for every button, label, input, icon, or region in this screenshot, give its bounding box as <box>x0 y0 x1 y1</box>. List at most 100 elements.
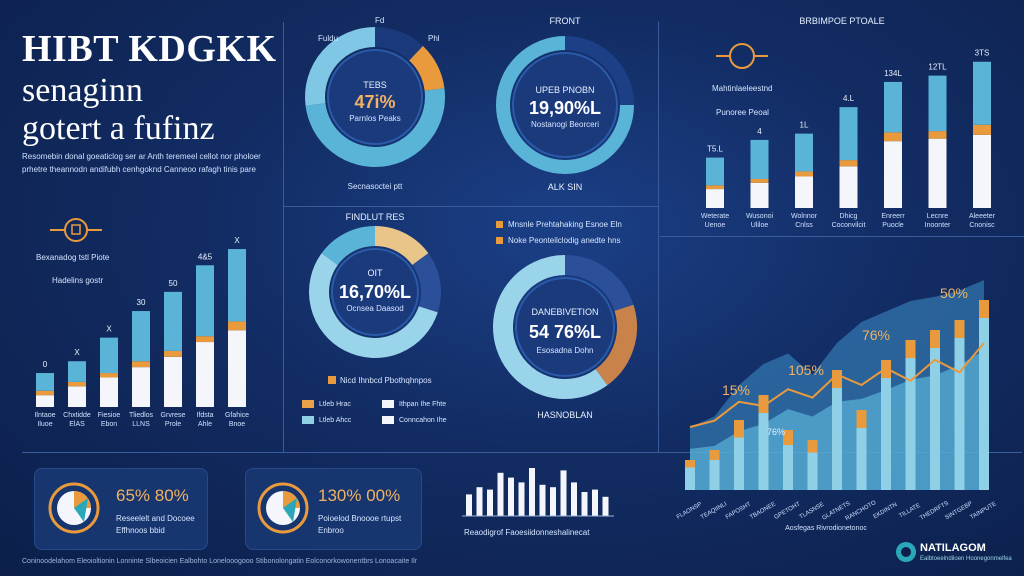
divider-horizontal-mid <box>283 206 658 207</box>
bar-category-label: Coconvilcit <box>832 222 866 229</box>
bar-category-label: Uliloe <box>751 222 769 229</box>
mini-bar <box>497 472 504 516</box>
bar-segment-orange <box>973 124 991 135</box>
divider-horizontal-bottom <box>22 452 1022 453</box>
bar-category-label: Lecnre <box>927 213 949 220</box>
donut2-footer: ALK SIN <box>547 182 583 192</box>
donut4-value: 54 76%L <box>528 322 602 342</box>
legend-swatch <box>302 416 314 424</box>
donut2-heading: FRONT <box>549 16 581 26</box>
page-title: HIBT KDGKK <box>22 28 277 70</box>
bar-segment-white <box>196 342 214 407</box>
mini-bar <box>539 484 546 516</box>
donut4-sub: Esosadna Dohn <box>536 346 594 355</box>
donut-center <box>515 277 615 377</box>
combo-bar <box>832 370 842 490</box>
bar-segment-orange <box>132 361 150 368</box>
combo-bar <box>807 440 818 490</box>
donut3-legend-item: Ltleb Hrac <box>302 400 351 408</box>
combo-bar <box>930 330 940 490</box>
mini-bar <box>487 489 493 516</box>
bar-segment-white <box>132 367 150 407</box>
donut2-label: UPEB PNOBN <box>535 85 595 95</box>
stat-card-2-value: 130% 00% <box>318 486 401 505</box>
mini-bar <box>560 470 567 516</box>
bar-top-label: 0 <box>43 360 48 369</box>
bar-category-label: Bnoe <box>229 421 245 428</box>
combo-x-label: TILLATE <box>898 503 921 520</box>
combo-bar-cap <box>832 370 842 388</box>
donut4-legend-2: Noke Peonteilclodig anedte hns <box>508 236 621 245</box>
bar-category-label: Ilntaoe <box>34 412 55 419</box>
divider-horizontal-right <box>660 236 1024 237</box>
bar-category-label: Puocle <box>882 222 904 229</box>
legend-label: Ltleb Hrac <box>319 400 351 408</box>
bar-top-label: 4 <box>757 127 762 136</box>
combo-bar-cap <box>783 430 793 445</box>
bar-segment-teal <box>884 81 902 133</box>
combo-value-label: 50% <box>940 285 968 301</box>
combo-bar-cap <box>807 440 818 453</box>
bar-category-label: Gfahice <box>225 412 249 419</box>
right-bar-chart: T5.L Weterate Uenoe 4 Wusonoi Uliloe 1L Wolnnor… <box>701 49 996 229</box>
bar-segment-teal <box>228 249 246 322</box>
footer-text: Coninoodelahom Eleoioltionin Lonninte Sl… <box>22 558 418 565</box>
donut-slice <box>374 27 423 61</box>
combo-bar-cap <box>685 460 695 468</box>
donut3-heading: FINDLUT RES <box>345 212 405 222</box>
bar-segment-white <box>706 189 724 208</box>
combo-bar-cap <box>758 395 769 413</box>
bar-segment-white <box>928 138 947 208</box>
mini-bar <box>550 487 556 516</box>
bar-segment-teal <box>973 61 991 125</box>
donut-slice <box>564 255 634 312</box>
bar-category-label: Inoonter <box>925 222 951 229</box>
left-legend-subtitle: Hadelins gostr <box>52 276 104 285</box>
bar-segment-teal <box>795 133 813 172</box>
bar-segment-orange <box>706 185 724 190</box>
combo-bar <box>979 300 989 490</box>
bar-category-label: Prole <box>165 421 181 428</box>
bar-segment-orange <box>164 350 182 357</box>
donut4-legend-swatch-2 <box>496 237 503 244</box>
bar-segment-white <box>839 166 858 208</box>
stat-card-2-donut <box>257 482 309 534</box>
mini-bar <box>529 468 535 516</box>
mini-donut-ring <box>48 482 100 534</box>
bar-category-label: Wolnnor <box>791 213 818 220</box>
bar-category-label: Uenoe <box>705 222 726 229</box>
bar-segment-white <box>228 330 246 407</box>
donut-slice <box>321 226 376 266</box>
legend-swatch <box>382 416 394 424</box>
bar-segment-teal <box>68 361 86 382</box>
bar-top-label: 1L <box>800 121 809 130</box>
brand-tagline: Ealbtoeelndiloen Hoonegonmelfea <box>920 556 1012 562</box>
bar-segment-teal <box>100 337 118 374</box>
bar-category-label: Ahle <box>198 421 212 428</box>
donut-center <box>327 49 423 145</box>
combo-value-label: 15% <box>722 382 750 398</box>
donut1-value: 47i% <box>354 92 396 112</box>
right-legend-title: Mahtinlaeleestnd <box>712 84 773 93</box>
bar-segment-white <box>100 377 118 407</box>
combo-value-label: 76% <box>862 327 890 343</box>
donut3-value: 16,70%L <box>338 282 412 302</box>
bar-top-label: 50 <box>169 279 178 288</box>
combo-bar-cap <box>709 450 720 460</box>
donut1-footer: Secnasoctei ptt <box>347 182 403 191</box>
donut-center <box>512 52 618 158</box>
mini-bar <box>476 487 483 516</box>
legend-lock-icon <box>71 224 81 235</box>
bar-segment-white <box>164 356 182 407</box>
donut1-tag-left: Fuldu <box>318 34 339 43</box>
bar-category-label: Weterate <box>701 213 729 220</box>
bar-segment-orange <box>196 336 214 343</box>
bar-category-label: Enreerr <box>881 213 905 220</box>
combo-bar-cap <box>954 320 965 338</box>
bar-category-label: Chxtidde <box>63 412 91 419</box>
donut3-label: OIT <box>367 268 383 278</box>
mini-donut-icon <box>283 498 297 522</box>
mini-donut-icon <box>74 498 88 522</box>
bar-category-label: ElAS <box>69 421 85 428</box>
stat-card-1-value: 65% 80% <box>116 486 189 505</box>
